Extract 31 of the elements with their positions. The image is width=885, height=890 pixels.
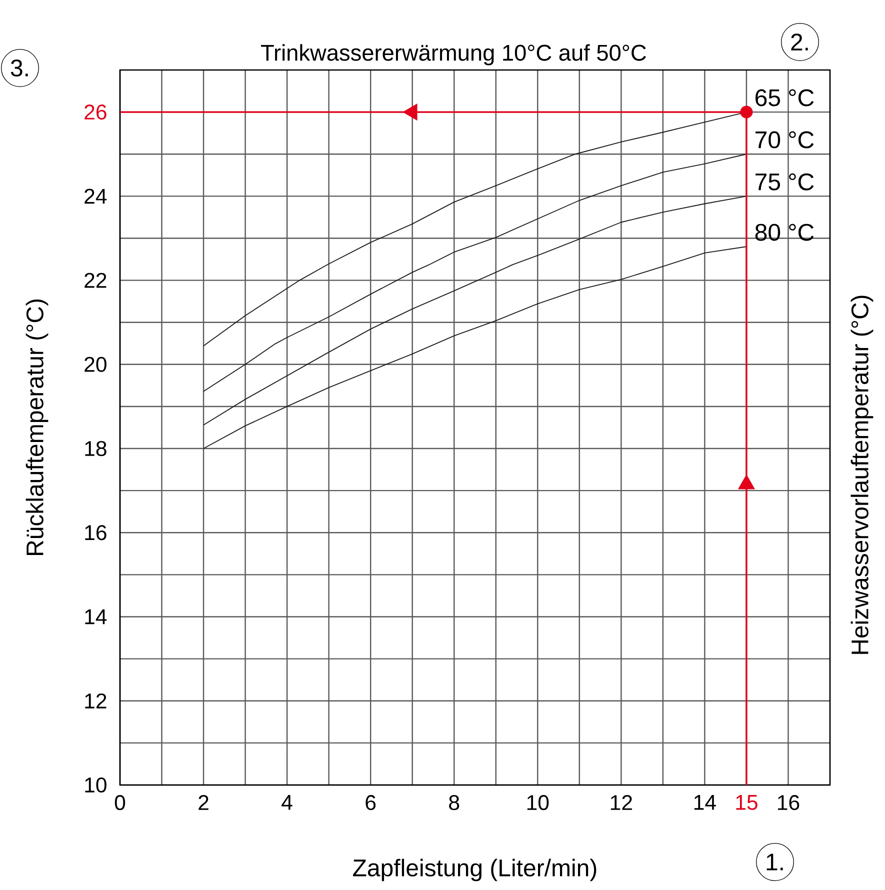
x-tick-label: 2 (198, 795, 208, 810)
x-axis-title: Zapfleistung (Liter/min) (353, 858, 596, 882)
text: 1. (766, 854, 783, 870)
y-tick-label: 12 (85, 693, 106, 708)
y-tick-label: 20 (84, 356, 106, 372)
series-label: 75 °C (756, 173, 814, 190)
x-tick-label: 15 (736, 795, 758, 810)
x-tick-label: 6 (366, 795, 376, 810)
line-series (203, 246, 747, 449)
y-tick-label: 10 (85, 777, 106, 793)
x-tick-label: 10 (527, 795, 549, 810)
series-label: 70 °C (756, 131, 814, 148)
x-tick-label: 14 (694, 795, 716, 810)
y-tick-label: 16 (85, 525, 106, 540)
x-tick-label: 8 (449, 795, 460, 810)
y-axis-title: Rücklauftemperatur (°C) (26, 300, 48, 556)
text: 2. (791, 34, 808, 50)
x-tick-label: 16 (778, 795, 800, 810)
y-tick-label: 22 (84, 272, 106, 288)
text: 3. (10, 59, 28, 76)
y-tick-label: 18 (85, 440, 106, 456)
chart-title: Trinkwassererwärmung 10°C auf 50°C (261, 44, 646, 66)
y-tick-label: 24 (84, 188, 107, 204)
x-tick-label: 12 (610, 795, 632, 810)
x-tick-label: 4 (282, 795, 292, 810)
y-tick-label: 14 (85, 609, 107, 624)
y2-axis-title: Heizwasservorlauftemperatur (°C) (850, 296, 874, 654)
x-tick-label: 0 (114, 795, 126, 810)
series-label: 65 °C (756, 89, 814, 106)
y-tick-label: 26 (84, 104, 106, 120)
series-label: 80 °C (755, 224, 814, 241)
